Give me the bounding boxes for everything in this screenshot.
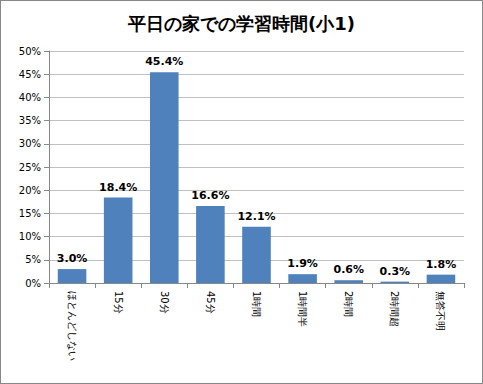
svg-text:2時間: 2時間 xyxy=(343,291,354,317)
svg-text:16.6%: 16.6% xyxy=(191,189,229,202)
svg-text:1.8%: 1.8% xyxy=(426,258,457,271)
svg-text:2時間超: 2時間超 xyxy=(389,291,400,327)
svg-text:30分: 30分 xyxy=(159,291,170,314)
svg-text:20%: 20% xyxy=(19,185,41,196)
svg-text:3.0%: 3.0% xyxy=(57,252,88,265)
svg-text:10%: 10% xyxy=(19,231,41,242)
svg-text:30%: 30% xyxy=(19,138,41,149)
svg-text:0.3%: 0.3% xyxy=(380,265,411,278)
svg-text:ほとんどしない: ほとんどしない xyxy=(67,291,78,361)
svg-text:40%: 40% xyxy=(19,92,41,103)
svg-text:1時間半: 1時間半 xyxy=(297,291,308,327)
svg-text:1.9%: 1.9% xyxy=(287,257,318,270)
svg-text:25%: 25% xyxy=(19,162,41,173)
svg-text:15分: 15分 xyxy=(113,291,124,314)
svg-text:平日の家での学習時間(小1): 平日の家での学習時間(小1) xyxy=(127,13,355,34)
svg-text:45.4%: 45.4% xyxy=(145,55,183,68)
svg-text:無答不明: 無答不明 xyxy=(435,291,446,331)
svg-text:15%: 15% xyxy=(19,208,41,219)
svg-text:0%: 0% xyxy=(25,278,41,289)
svg-text:0.6%: 0.6% xyxy=(333,263,364,276)
svg-text:45%: 45% xyxy=(19,69,41,80)
svg-text:1時間: 1時間 xyxy=(251,291,262,317)
svg-text:18.4%: 18.4% xyxy=(99,181,137,194)
svg-text:5%: 5% xyxy=(25,254,41,265)
svg-text:35%: 35% xyxy=(19,115,41,126)
svg-text:50%: 50% xyxy=(19,46,41,57)
svg-text:45分: 45分 xyxy=(205,291,216,314)
svg-text:12.1%: 12.1% xyxy=(237,210,275,223)
